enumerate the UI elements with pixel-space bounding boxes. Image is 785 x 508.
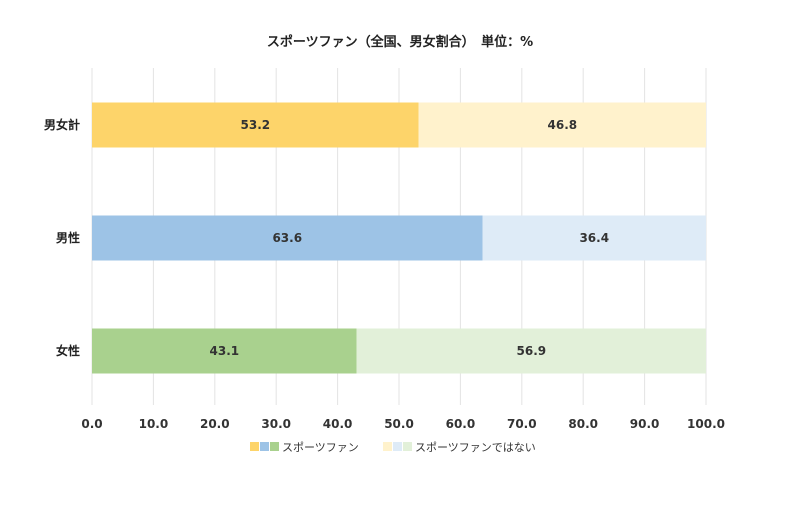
category-label: 男性 [56,230,80,245]
x-tick-label: 100.0 [687,417,725,431]
x-tick-label: 90.0 [630,417,660,431]
legend: スポーツファン スポーツファンではない [250,441,536,454]
category-label: 女性 [56,343,80,358]
chart-title: スポーツファン（全国、男女割合） 単位：% [267,34,533,50]
bar-segment [92,102,419,148]
legend-swatch [393,442,402,451]
legend-swatch [250,442,259,451]
bar-segment [418,102,706,148]
x-tick-label: 60.0 [446,417,476,431]
x-tick-label: 70.0 [507,417,537,431]
data-label: 43.1 [210,344,240,358]
x-tick-label: 80.0 [568,417,598,431]
bar-segment [92,215,483,261]
data-label: 56.9 [517,344,547,358]
data-label: 46.8 [548,118,578,132]
bar-segment [482,215,706,261]
legend-swatch [383,442,392,451]
legend-label: スポーツファンではない [415,441,536,454]
x-tick-label: 50.0 [384,417,414,431]
x-tick-label: 20.0 [200,417,230,431]
legend-swatch [260,442,269,451]
legend-swatch [403,442,412,451]
bar-segment [92,328,357,374]
x-tick-label: 30.0 [261,417,291,431]
value-labels: 53.2 46.8 63.6 36.4 43.1 56.9 [210,118,610,358]
data-label: 36.4 [579,231,609,245]
bar-segment [356,328,706,374]
data-label: 53.2 [241,118,271,132]
x-tick-label: 40.0 [323,417,353,431]
bars [92,102,706,374]
data-label: 63.6 [272,231,302,245]
x-axis-ticks: 0.0 10.0 20.0 30.0 40.0 50.0 60.0 70.0 80.0 90.0 1… [81,417,725,431]
legend-swatch [270,442,279,451]
x-tick-label: 10.0 [139,417,169,431]
category-label: 男女計 [44,117,80,132]
legend-label: スポーツファン [282,441,359,454]
x-tick-label: 0.0 [81,417,102,431]
